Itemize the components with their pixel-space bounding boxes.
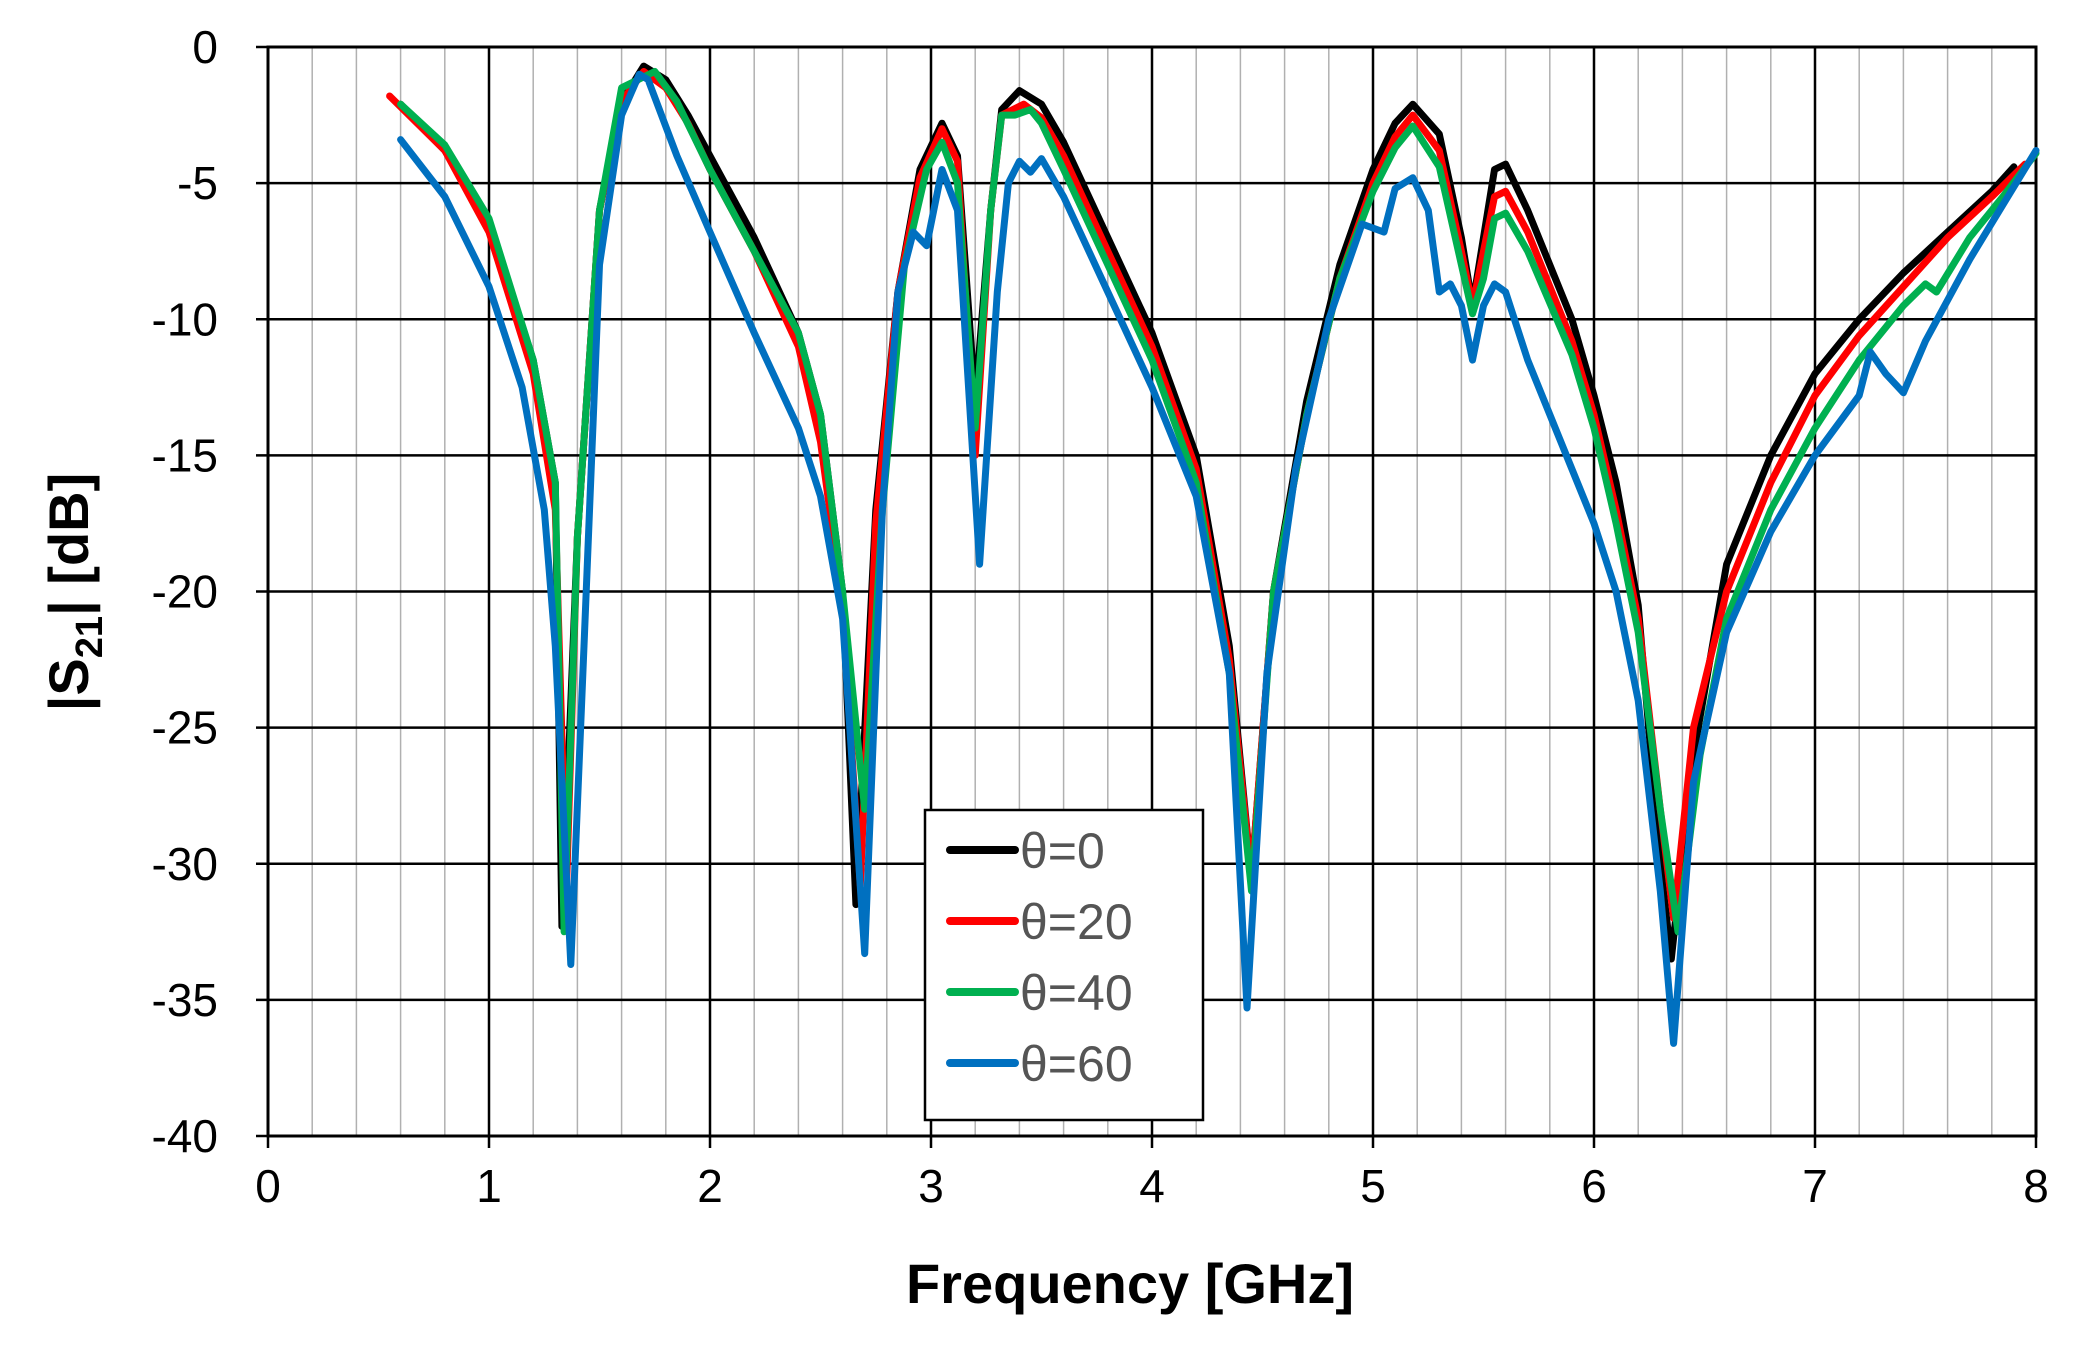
- x-tick-label: 3: [918, 1160, 944, 1212]
- x-tick-label: 2: [697, 1160, 723, 1212]
- y-tick-label: -30: [152, 838, 218, 890]
- series-line-4: [397, 70, 2040, 1047]
- y-tick-label: -40: [152, 1110, 218, 1162]
- y-tick-label: -20: [152, 566, 218, 618]
- x-tick-label: 6: [1581, 1160, 1607, 1212]
- legend-box: [923, 808, 1205, 1122]
- y-tick-labels: 0 -5 -10 -15 -20 -25 -30 -35 -40: [152, 21, 218, 1162]
- legend: θ=0 θ=20 θ=40 θ=60: [923, 808, 1205, 1122]
- y-tick-label: -35: [152, 974, 218, 1026]
- y-axis-title-tail: | [dB]: [37, 473, 101, 616]
- y-axis-title-subscript: 21: [69, 616, 111, 658]
- x-axis-title: Frequency [GHz]: [906, 1252, 1354, 1315]
- x-tick-label: 8: [2023, 1160, 2049, 1212]
- legend-label: θ=60: [1020, 1036, 1133, 1092]
- x-tick-label: 1: [476, 1160, 502, 1212]
- series-lines: [386, 62, 2040, 1047]
- plot-frame: [266, 45, 2038, 1138]
- y-tick-label: -10: [152, 293, 218, 345]
- y-tick-label: 0: [192, 21, 218, 73]
- x-tick-labels: 0 1 2 3 4 5 6 7 8: [255, 1160, 2049, 1212]
- y-tick-label: -5: [177, 157, 218, 209]
- x-tick-label: 5: [1360, 1160, 1386, 1212]
- x-tick-label: 7: [1802, 1160, 1828, 1212]
- x-tick-label: 4: [1139, 1160, 1165, 1212]
- y-axis-title-main: |S: [37, 658, 101, 711]
- x-tick-label: 0: [255, 1160, 281, 1212]
- legend-label: θ=0: [1020, 823, 1105, 879]
- y-tick-label: -25: [152, 702, 218, 754]
- legend-label: θ=40: [1020, 965, 1133, 1021]
- y-axis-title: |S21| [dB]: [37, 473, 111, 711]
- y-tick-label: -15: [152, 429, 218, 481]
- legend-label: θ=20: [1020, 894, 1133, 950]
